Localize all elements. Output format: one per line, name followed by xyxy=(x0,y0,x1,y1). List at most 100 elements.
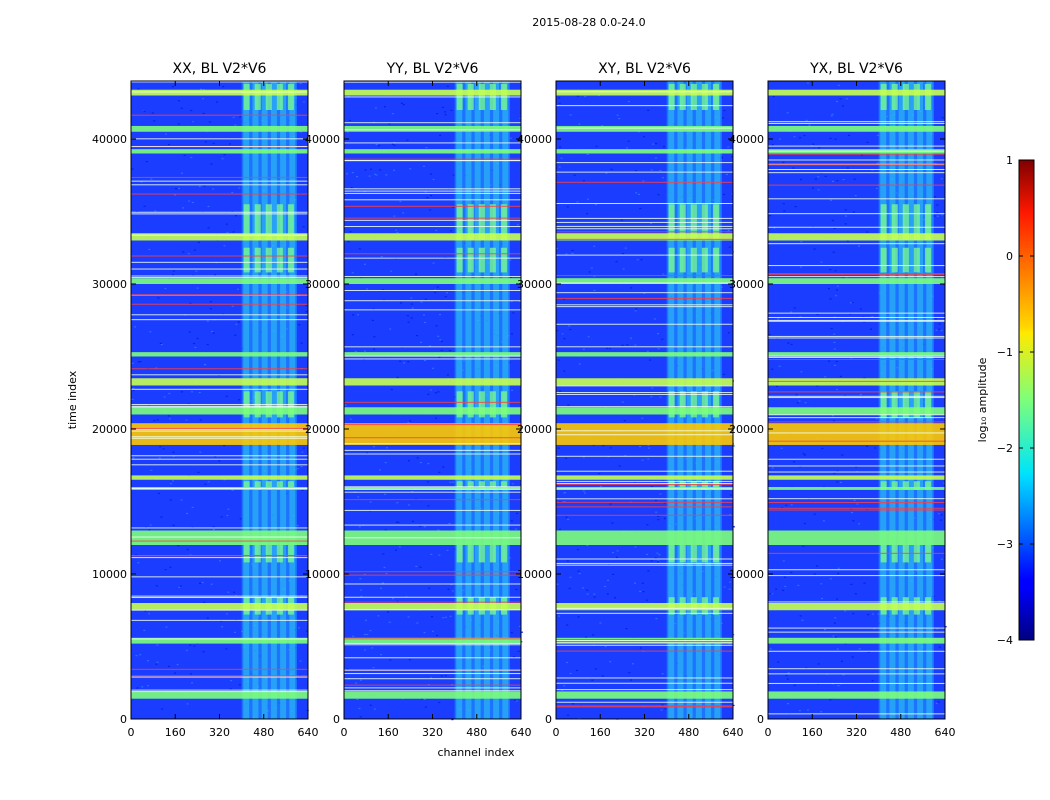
time-line xyxy=(556,385,733,387)
time-band xyxy=(556,691,733,699)
time-line xyxy=(131,540,308,542)
time-line xyxy=(344,129,521,131)
time-line xyxy=(344,205,521,207)
colorbar: 1 0 −1 −2 −3 −4 log₁₀ amplitude xyxy=(976,154,1035,647)
time-line xyxy=(768,243,945,245)
time-band xyxy=(768,637,945,644)
time-line xyxy=(768,335,945,337)
time-line xyxy=(131,455,308,457)
time-line xyxy=(344,583,521,585)
time-line xyxy=(131,138,308,140)
time-band xyxy=(768,378,945,386)
time-line xyxy=(556,564,733,566)
time-line xyxy=(131,675,308,677)
time-line xyxy=(131,437,308,439)
time-line xyxy=(556,254,733,256)
time-line xyxy=(344,499,521,501)
y-tick-label: 20000 xyxy=(92,423,127,436)
time-line xyxy=(556,639,733,641)
time-line xyxy=(556,203,733,205)
x-tick-label: 320 xyxy=(634,726,655,739)
time-line xyxy=(344,309,521,311)
time-band xyxy=(344,125,521,132)
time-band xyxy=(556,125,733,132)
time-line xyxy=(768,552,945,554)
time-line xyxy=(131,428,308,430)
time-line xyxy=(344,257,521,259)
time-line xyxy=(131,597,308,599)
x-tick-label: 160 xyxy=(378,726,399,739)
time-line xyxy=(768,356,945,358)
time-line xyxy=(131,368,308,370)
time-line xyxy=(556,406,733,408)
time-line xyxy=(768,417,945,419)
time-line xyxy=(768,601,945,603)
time-line xyxy=(768,713,945,715)
time-line xyxy=(344,160,521,162)
time-line xyxy=(344,509,521,511)
time-line xyxy=(556,705,733,707)
time-line xyxy=(768,276,945,278)
time-line xyxy=(768,265,945,267)
time-line xyxy=(131,536,308,538)
time-line xyxy=(556,642,733,644)
time-line xyxy=(131,303,308,305)
rfi-columns xyxy=(241,81,297,719)
time-band xyxy=(556,530,733,545)
time-line xyxy=(556,612,733,614)
y-tick-label: 40000 xyxy=(729,133,764,146)
panel-title: XY, BL V2*V6 xyxy=(598,61,691,77)
time-bands xyxy=(344,81,521,699)
time-line xyxy=(768,471,945,473)
time-line xyxy=(556,480,733,482)
time-line xyxy=(131,689,308,691)
time-line xyxy=(768,316,945,318)
time-band xyxy=(768,487,945,490)
time-line xyxy=(556,306,733,308)
time-line xyxy=(131,405,308,407)
time-line xyxy=(768,163,945,165)
time-line xyxy=(768,172,945,174)
time-line xyxy=(768,631,945,633)
time-line xyxy=(344,609,521,611)
time-line xyxy=(556,701,733,703)
time-line xyxy=(344,289,521,291)
time-line xyxy=(768,358,945,360)
time-line xyxy=(556,292,733,294)
time-line xyxy=(131,609,308,611)
time-line xyxy=(556,483,733,485)
time-line xyxy=(131,527,308,529)
time-line xyxy=(768,122,945,124)
x-tick-label: 320 xyxy=(422,726,443,739)
time-line xyxy=(768,121,945,123)
time-band xyxy=(344,352,521,357)
time-line xyxy=(768,273,945,275)
time-line xyxy=(556,488,733,490)
time-band xyxy=(131,691,308,699)
time-line xyxy=(131,668,308,670)
time-line xyxy=(768,164,945,166)
y-tick-label: 10000 xyxy=(517,568,552,581)
time-line xyxy=(768,159,945,161)
time-line xyxy=(131,91,308,93)
time-line xyxy=(768,150,945,152)
time-line xyxy=(768,226,945,228)
time-line xyxy=(344,644,521,646)
time-line xyxy=(556,228,733,230)
time-band xyxy=(344,603,521,611)
y-tick-label: 0 xyxy=(757,713,764,726)
time-line xyxy=(131,436,308,438)
time-line xyxy=(344,437,521,439)
time-band xyxy=(131,423,308,445)
colorbar-ticks: 1 0 −1 −2 −3 −4 xyxy=(997,154,1034,647)
time-line xyxy=(556,482,733,484)
colorbar-tick-label: 0 xyxy=(1006,250,1013,263)
time-band xyxy=(768,603,945,611)
time-band xyxy=(556,423,733,445)
time-line xyxy=(344,275,521,277)
time-line xyxy=(768,509,945,511)
time-line xyxy=(556,217,733,219)
time-line xyxy=(556,607,733,609)
time-band xyxy=(344,487,521,490)
